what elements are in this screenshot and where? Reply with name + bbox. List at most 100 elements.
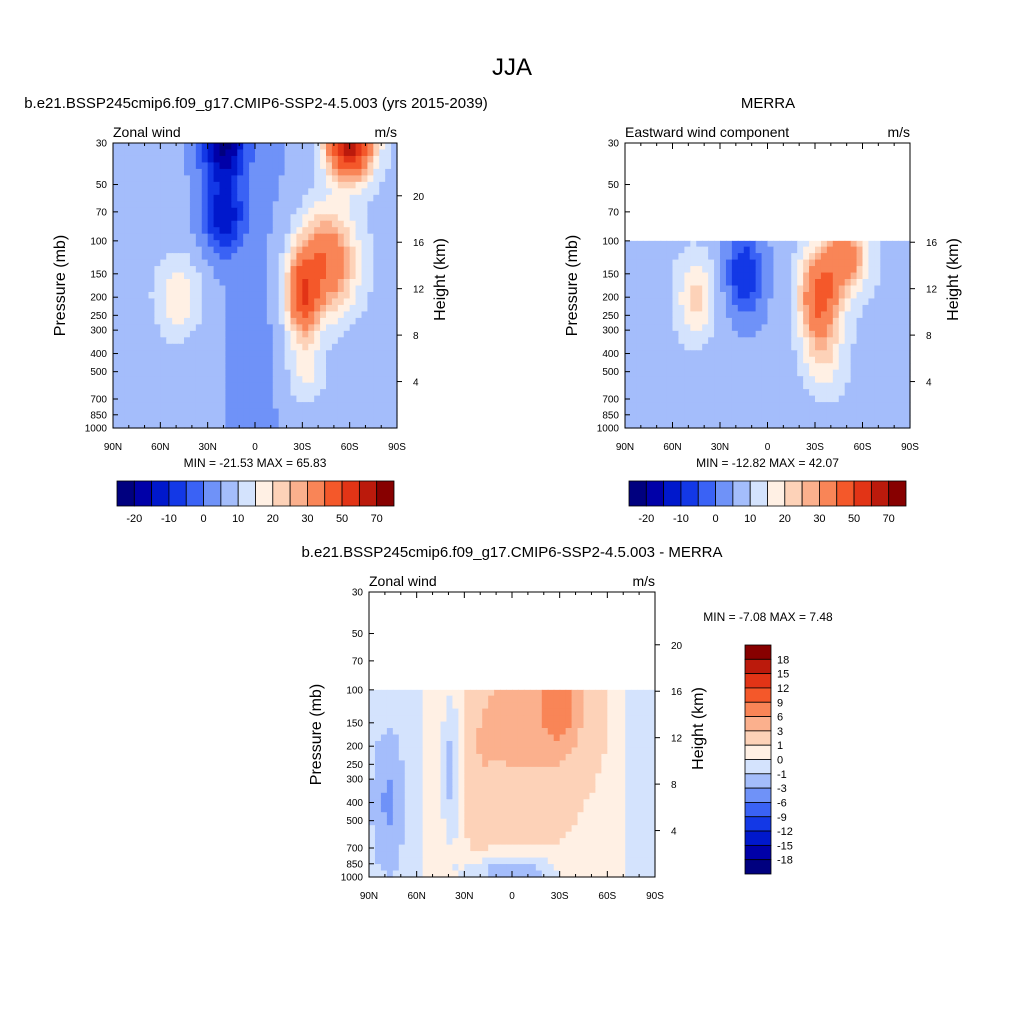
contour-cell — [619, 831, 626, 839]
contour-cell — [636, 337, 644, 345]
contour-cell — [649, 747, 656, 755]
contour-cell — [749, 421, 757, 429]
contour-cell — [172, 149, 179, 157]
contour-cell — [714, 246, 721, 254]
contour-cell — [797, 311, 804, 319]
contour-cell — [391, 201, 398, 209]
contour-cell — [391, 311, 398, 319]
contour-cell — [856, 304, 864, 313]
contour-cell — [452, 734, 459, 742]
contour-cell — [404, 818, 412, 826]
contour-cell — [862, 330, 870, 338]
contour-cell — [625, 382, 632, 390]
contour-cell — [320, 181, 327, 189]
contour-cell — [118, 162, 126, 170]
contour-cell — [850, 298, 858, 306]
contour-cell — [648, 376, 656, 384]
contour-cell — [331, 272, 339, 280]
contour-cell — [207, 285, 215, 293]
contour-cell — [559, 708, 567, 716]
contour-cell — [243, 240, 250, 248]
contour-cell — [320, 408, 327, 416]
contour-cell — [797, 408, 804, 416]
contour-cell — [207, 143, 215, 151]
contour-cell — [404, 766, 412, 774]
contour-cell — [343, 162, 351, 170]
contour-cell — [898, 343, 905, 351]
contour-cell — [142, 317, 150, 325]
contour-cell — [343, 304, 351, 313]
contour-cell — [595, 760, 602, 768]
contour-cell — [118, 408, 126, 416]
contour-cell — [476, 747, 483, 755]
contour-cell — [255, 337, 262, 345]
contour-cell — [862, 389, 870, 397]
contour-cell — [349, 369, 357, 377]
contour-cell — [696, 317, 703, 325]
contour-cell — [343, 175, 351, 183]
contour-cell — [809, 240, 816, 248]
contour-cell — [160, 272, 167, 280]
contour-cell — [720, 304, 727, 313]
contour-cell — [290, 188, 298, 196]
contour-cell — [225, 246, 232, 254]
contour-cell — [637, 773, 644, 781]
contour-cell — [773, 285, 780, 293]
contour-cell — [666, 350, 674, 358]
contour-cell — [113, 408, 120, 416]
contour-cell — [320, 369, 327, 377]
contour-cell — [488, 695, 495, 703]
contour-cell — [272, 285, 280, 293]
panel-title: b.e21.BSSP245cmip6.f09_g17.CMIP6-SSP2-4.… — [24, 95, 488, 112]
contour-cell — [373, 291, 380, 300]
contour-cell — [422, 799, 430, 807]
contour-cell — [113, 421, 120, 429]
contour-cell — [725, 350, 733, 358]
contour-cell — [428, 812, 436, 820]
contour-cell — [826, 402, 834, 410]
contour-cell — [278, 246, 286, 254]
contour-cell — [260, 291, 268, 300]
contour-cell — [136, 356, 144, 364]
contour-cell — [660, 311, 668, 319]
contour-cell — [452, 799, 459, 807]
contour-cell — [118, 376, 126, 384]
contour-cell — [367, 415, 374, 423]
contour-cell — [207, 155, 215, 164]
contour-cell — [761, 266, 769, 274]
contour-cell — [296, 285, 303, 293]
contour-cell — [380, 766, 388, 774]
contour-cell — [314, 259, 321, 267]
contour-cell — [207, 253, 215, 261]
contour-cell — [118, 181, 126, 189]
contour-cell — [583, 689, 591, 697]
contour-cell — [678, 408, 685, 416]
contour-cell — [260, 214, 268, 222]
contour-cell — [374, 708, 382, 716]
contour-cell — [278, 330, 286, 338]
contour-cell — [320, 272, 327, 280]
contour-cell — [803, 272, 810, 280]
contour-cell — [904, 285, 911, 293]
contour-cell — [648, 356, 656, 364]
contour-cell — [410, 851, 418, 859]
contour-cell — [446, 786, 454, 794]
contour-cell — [874, 304, 881, 313]
contour-cell — [410, 812, 418, 820]
contour-cell — [290, 317, 298, 325]
contour-cell — [278, 382, 286, 390]
contour-cell — [184, 194, 191, 202]
contour-cell — [773, 389, 780, 397]
contour-cell — [696, 279, 703, 287]
contour-cell — [207, 188, 215, 196]
contour-cell — [826, 363, 834, 371]
contour-cell — [476, 805, 483, 813]
contour-cell — [124, 408, 132, 416]
contour-cell — [272, 337, 280, 345]
contour-cell — [148, 201, 156, 209]
contour-cell — [130, 298, 138, 306]
contour-cell — [331, 363, 339, 371]
contour-cell — [446, 734, 454, 742]
contour-cell — [343, 266, 351, 274]
contour-cell — [714, 421, 721, 429]
